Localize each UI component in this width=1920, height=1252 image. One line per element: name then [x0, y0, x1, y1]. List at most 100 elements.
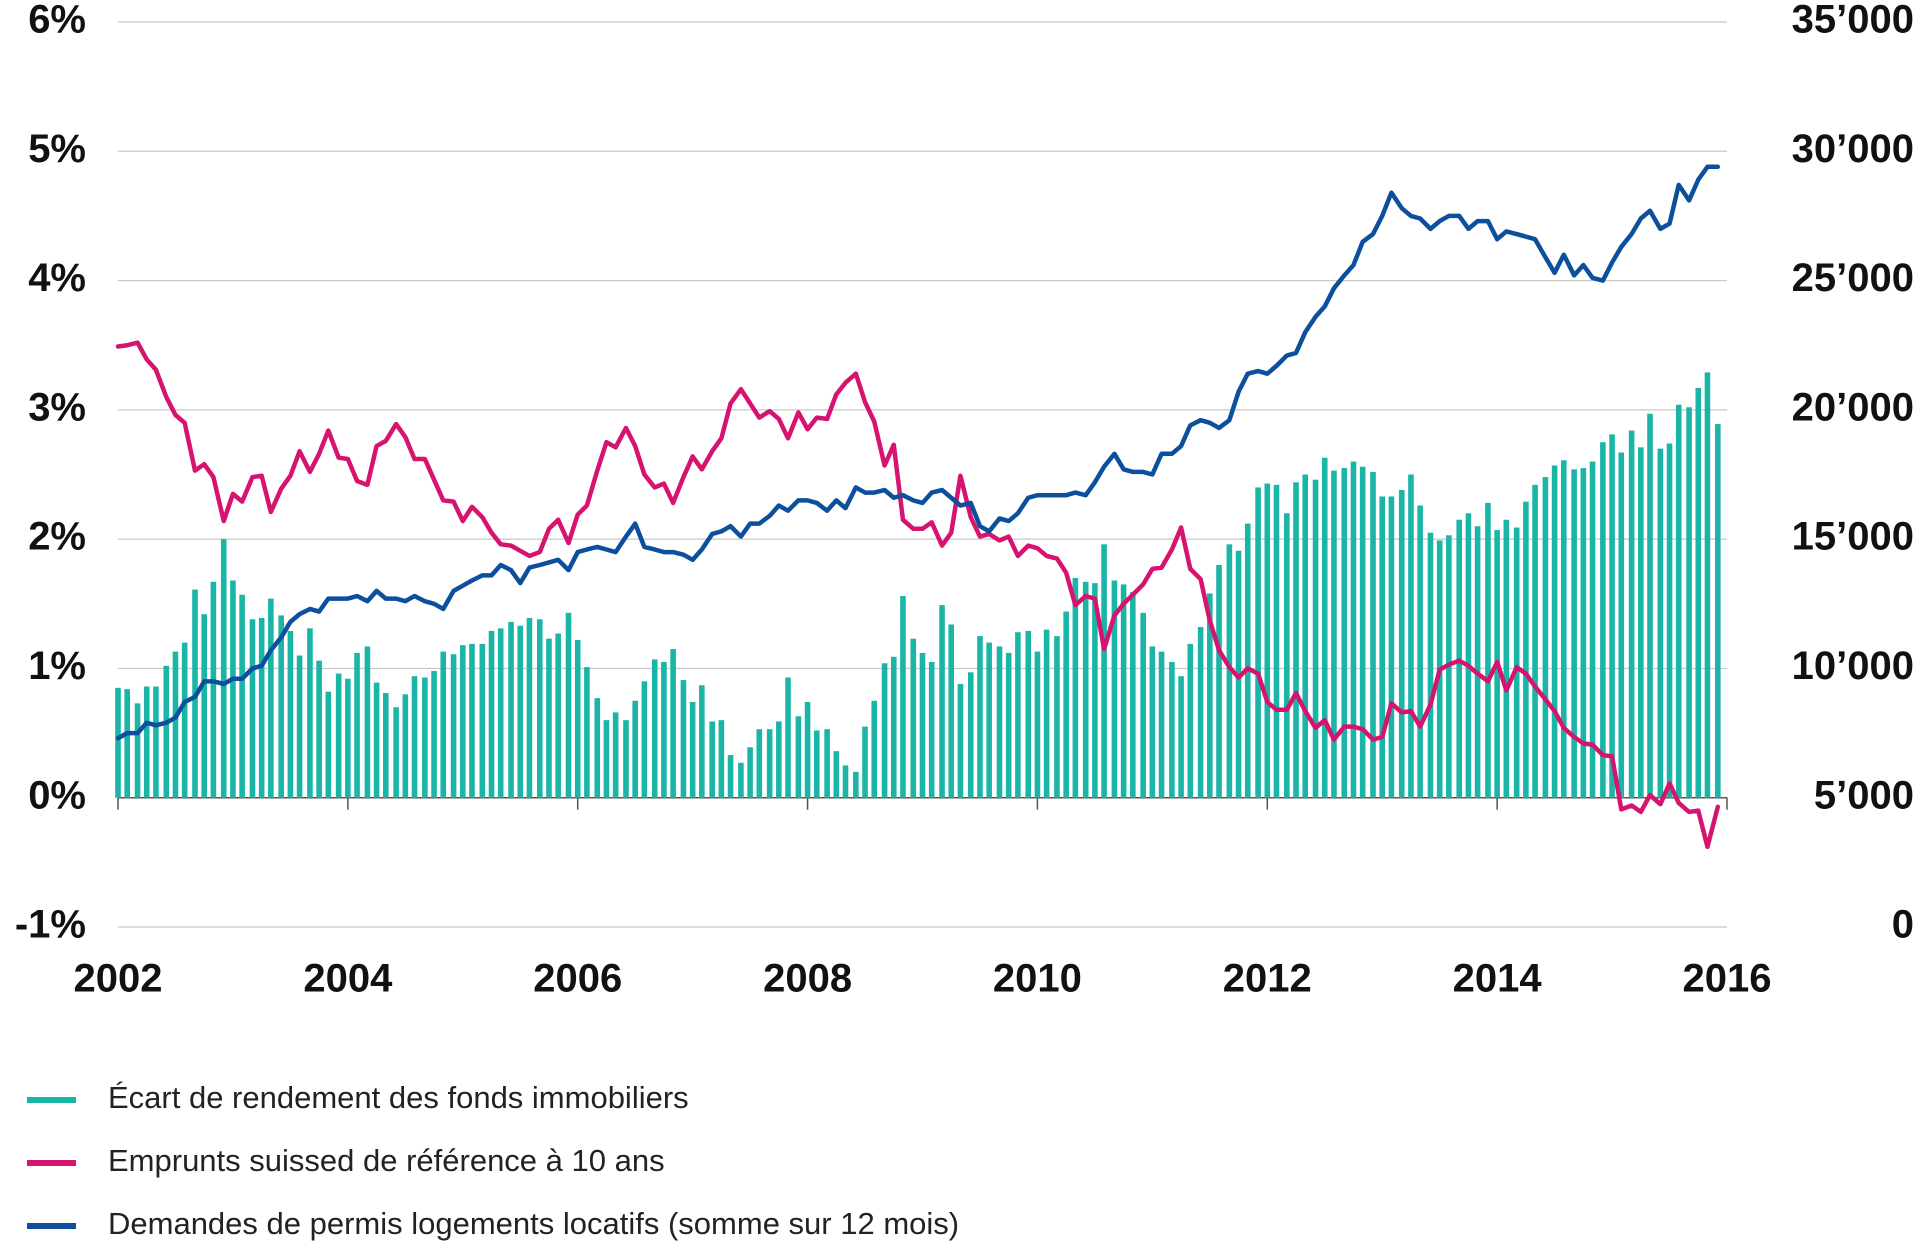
bar: [1187, 643, 1194, 798]
bar: [804, 702, 811, 798]
bar: [143, 686, 150, 798]
bar: [623, 720, 629, 798]
bar: [680, 680, 687, 798]
bar: [1216, 565, 1222, 798]
bar: [354, 652, 360, 798]
bar: [1312, 479, 1319, 798]
bar: [1628, 430, 1635, 798]
bar: [450, 654, 457, 798]
bar: [1523, 501, 1529, 798]
bar: [1264, 483, 1271, 798]
bar: [469, 643, 475, 798]
bar: [220, 539, 227, 798]
bar: [871, 700, 878, 798]
x-tick-label: 2004: [303, 957, 393, 1001]
bar: [1618, 452, 1625, 798]
y2-tick-label: 0: [1892, 903, 1914, 947]
y2-tick-label: 25’000: [1792, 256, 1914, 300]
bar: [574, 639, 581, 798]
bar: [373, 682, 380, 798]
bar: [900, 596, 906, 798]
bar: [124, 689, 130, 798]
bar: [296, 655, 303, 798]
bar: [1657, 448, 1664, 798]
bar: [1063, 611, 1069, 798]
bar: [996, 646, 1003, 798]
bar: [842, 765, 849, 798]
y-tick-label: 1%: [28, 644, 86, 688]
bar: [181, 642, 188, 798]
bar: [727, 755, 734, 798]
bar: [928, 661, 935, 798]
bar: [1054, 636, 1060, 798]
bar: [1072, 577, 1079, 798]
bar: [756, 729, 763, 798]
bar: [1417, 505, 1423, 798]
bar: [785, 677, 791, 798]
bar: [824, 729, 830, 798]
bar: [1169, 661, 1175, 798]
bar: [440, 651, 447, 798]
bar: [1600, 442, 1606, 798]
y-tick-label: 5%: [28, 127, 86, 171]
bar: [1704, 372, 1711, 798]
bar: [738, 762, 744, 798]
bar: [1370, 471, 1376, 798]
bar: [1149, 646, 1156, 798]
bar: [957, 683, 964, 798]
bar: [1111, 580, 1118, 798]
bar: [890, 656, 897, 798]
bar: [651, 659, 658, 798]
bar: [689, 702, 696, 798]
bar: [459, 645, 466, 798]
bar: [853, 771, 859, 798]
legend-label: Demandes de permis logements locatifs (s…: [108, 1206, 959, 1241]
bar: [230, 580, 236, 798]
bar: [526, 618, 533, 798]
bar: [249, 619, 256, 798]
x-tick-label: 2006: [533, 957, 622, 1001]
bar: [1398, 490, 1405, 798]
bar: [699, 685, 705, 798]
bar: [565, 612, 572, 798]
legend-label: Écart de rendement des fonds immobiliers: [108, 1080, 689, 1115]
x-tick-label: 2016: [1683, 957, 1772, 1001]
bar: [1551, 465, 1558, 798]
bar: [134, 703, 141, 798]
bar: [833, 751, 840, 798]
y-tick-label: 0%: [28, 773, 86, 817]
bar: [1197, 627, 1204, 798]
bar: [1226, 544, 1233, 798]
bar: [1359, 466, 1366, 798]
bar: [1715, 424, 1721, 798]
bar: [153, 686, 159, 798]
bar: [239, 594, 245, 798]
bar: [479, 643, 486, 798]
bar: [986, 642, 992, 798]
bar: [948, 624, 955, 798]
bar: [1350, 461, 1357, 798]
bar: [919, 652, 926, 798]
y2-tick-label: 20’000: [1792, 385, 1914, 429]
bar: [555, 633, 561, 798]
bar: [1609, 434, 1615, 798]
bar: [1465, 513, 1472, 798]
bar: [1513, 527, 1520, 798]
bar: [1388, 496, 1395, 798]
bar: [1025, 630, 1032, 798]
bar: [1255, 487, 1261, 798]
bar: [977, 636, 983, 798]
bar: [1331, 470, 1337, 798]
bar: [201, 614, 207, 798]
x-tick-label: 2002: [74, 957, 163, 1001]
bar: [316, 660, 322, 798]
bar: [1178, 676, 1184, 798]
bar: [1120, 584, 1127, 798]
bar: [210, 581, 217, 798]
bar: [670, 649, 676, 798]
bar: [603, 720, 610, 798]
bar: [1284, 513, 1290, 798]
bar: [431, 671, 437, 798]
y-tick-label: 6%: [28, 0, 86, 42]
